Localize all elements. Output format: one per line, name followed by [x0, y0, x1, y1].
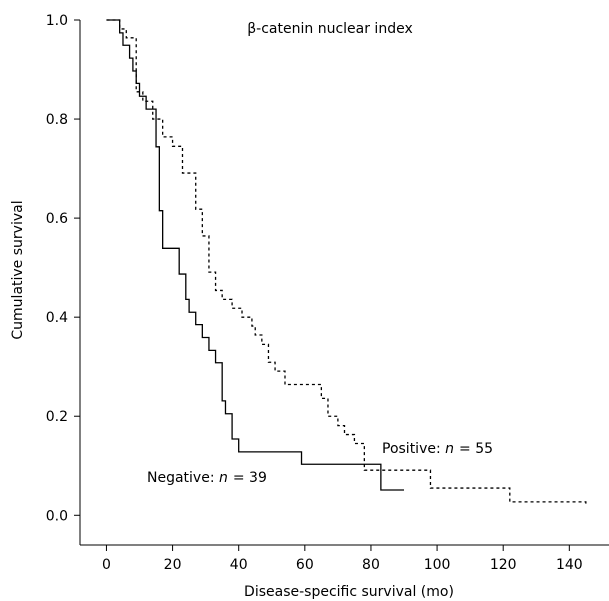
- y-axis-title: Cumulative survival: [10, 200, 26, 339]
- positive-annotation-prefix: Positive:: [382, 441, 445, 457]
- x-tick-label: 100: [424, 557, 451, 573]
- positive-annotation: Positive: n = 55: [382, 441, 493, 457]
- x-tick-label: 20: [164, 557, 182, 573]
- y-tick-label: 0.2: [46, 409, 68, 425]
- negative-annotation-prefix: Negative:: [147, 470, 219, 486]
- y-tick-label: 0.6: [46, 211, 68, 227]
- x-tick-label: 40: [230, 557, 248, 573]
- positive-annotation-n: n: [445, 441, 454, 457]
- y-ticks: 0.0 0.2 0.4 0.6 0.8 1.0: [46, 13, 80, 524]
- chart-title: β-catenin nuclear index: [247, 21, 412, 37]
- x-tick-label: 0: [102, 557, 111, 573]
- negative-annotation-n: n: [219, 470, 228, 486]
- positive-annotation-value: = 55: [459, 441, 493, 457]
- x-tick-label: 60: [296, 557, 314, 573]
- y-tick-label: 0.8: [46, 112, 68, 128]
- series-line-positive: [106, 19, 587, 507]
- negative-annotation: Negative: n = 39: [147, 470, 267, 486]
- x-tick-label: 140: [556, 557, 583, 573]
- x-tick-label: 120: [490, 557, 517, 573]
- x-ticks: 0 20 40 60 80 100 120 140: [102, 545, 583, 573]
- y-tick-label: 1.0: [46, 13, 68, 29]
- y-tick-label: 0.4: [46, 310, 68, 326]
- series-line-negative: [106, 19, 405, 491]
- y-tick-label: 0.0: [46, 508, 68, 524]
- x-tick-label: 80: [362, 557, 380, 573]
- x-axis-title: Disease-specific survival (mo): [244, 584, 454, 600]
- series-layer: [106, 19, 587, 507]
- negative-annotation-value: = 39: [233, 470, 267, 486]
- axes: 0 20 40 60 80 100 120 140 0.0 0.2 0.4 0.6 0.8 1.0: [46, 13, 609, 573]
